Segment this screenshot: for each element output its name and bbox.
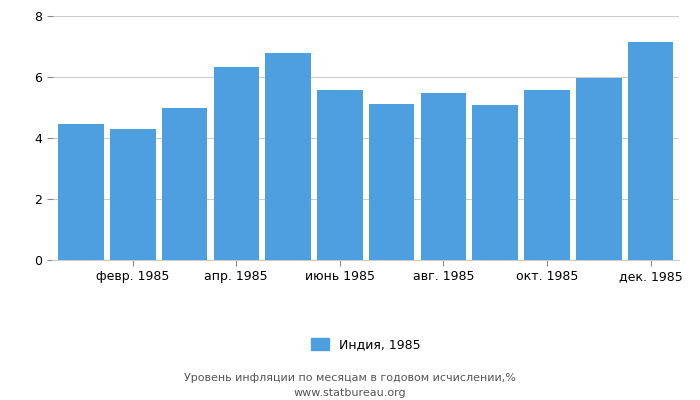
Bar <box>628 42 673 260</box>
Bar <box>369 104 414 260</box>
Bar <box>214 67 259 260</box>
Bar <box>162 108 207 260</box>
Bar <box>110 130 155 260</box>
Text: Уровень инфляции по месяцам в годовом исчислении,%: Уровень инфляции по месяцам в годовом ис… <box>184 373 516 383</box>
Bar <box>58 124 104 260</box>
Legend: Индия, 1985: Индия, 1985 <box>306 333 426 356</box>
Bar <box>473 105 518 260</box>
Text: www.statbureau.org: www.statbureau.org <box>294 388 406 398</box>
Bar <box>317 90 363 260</box>
Bar <box>576 78 622 260</box>
Bar <box>524 90 570 260</box>
Bar <box>265 53 311 260</box>
Bar <box>421 94 466 260</box>
